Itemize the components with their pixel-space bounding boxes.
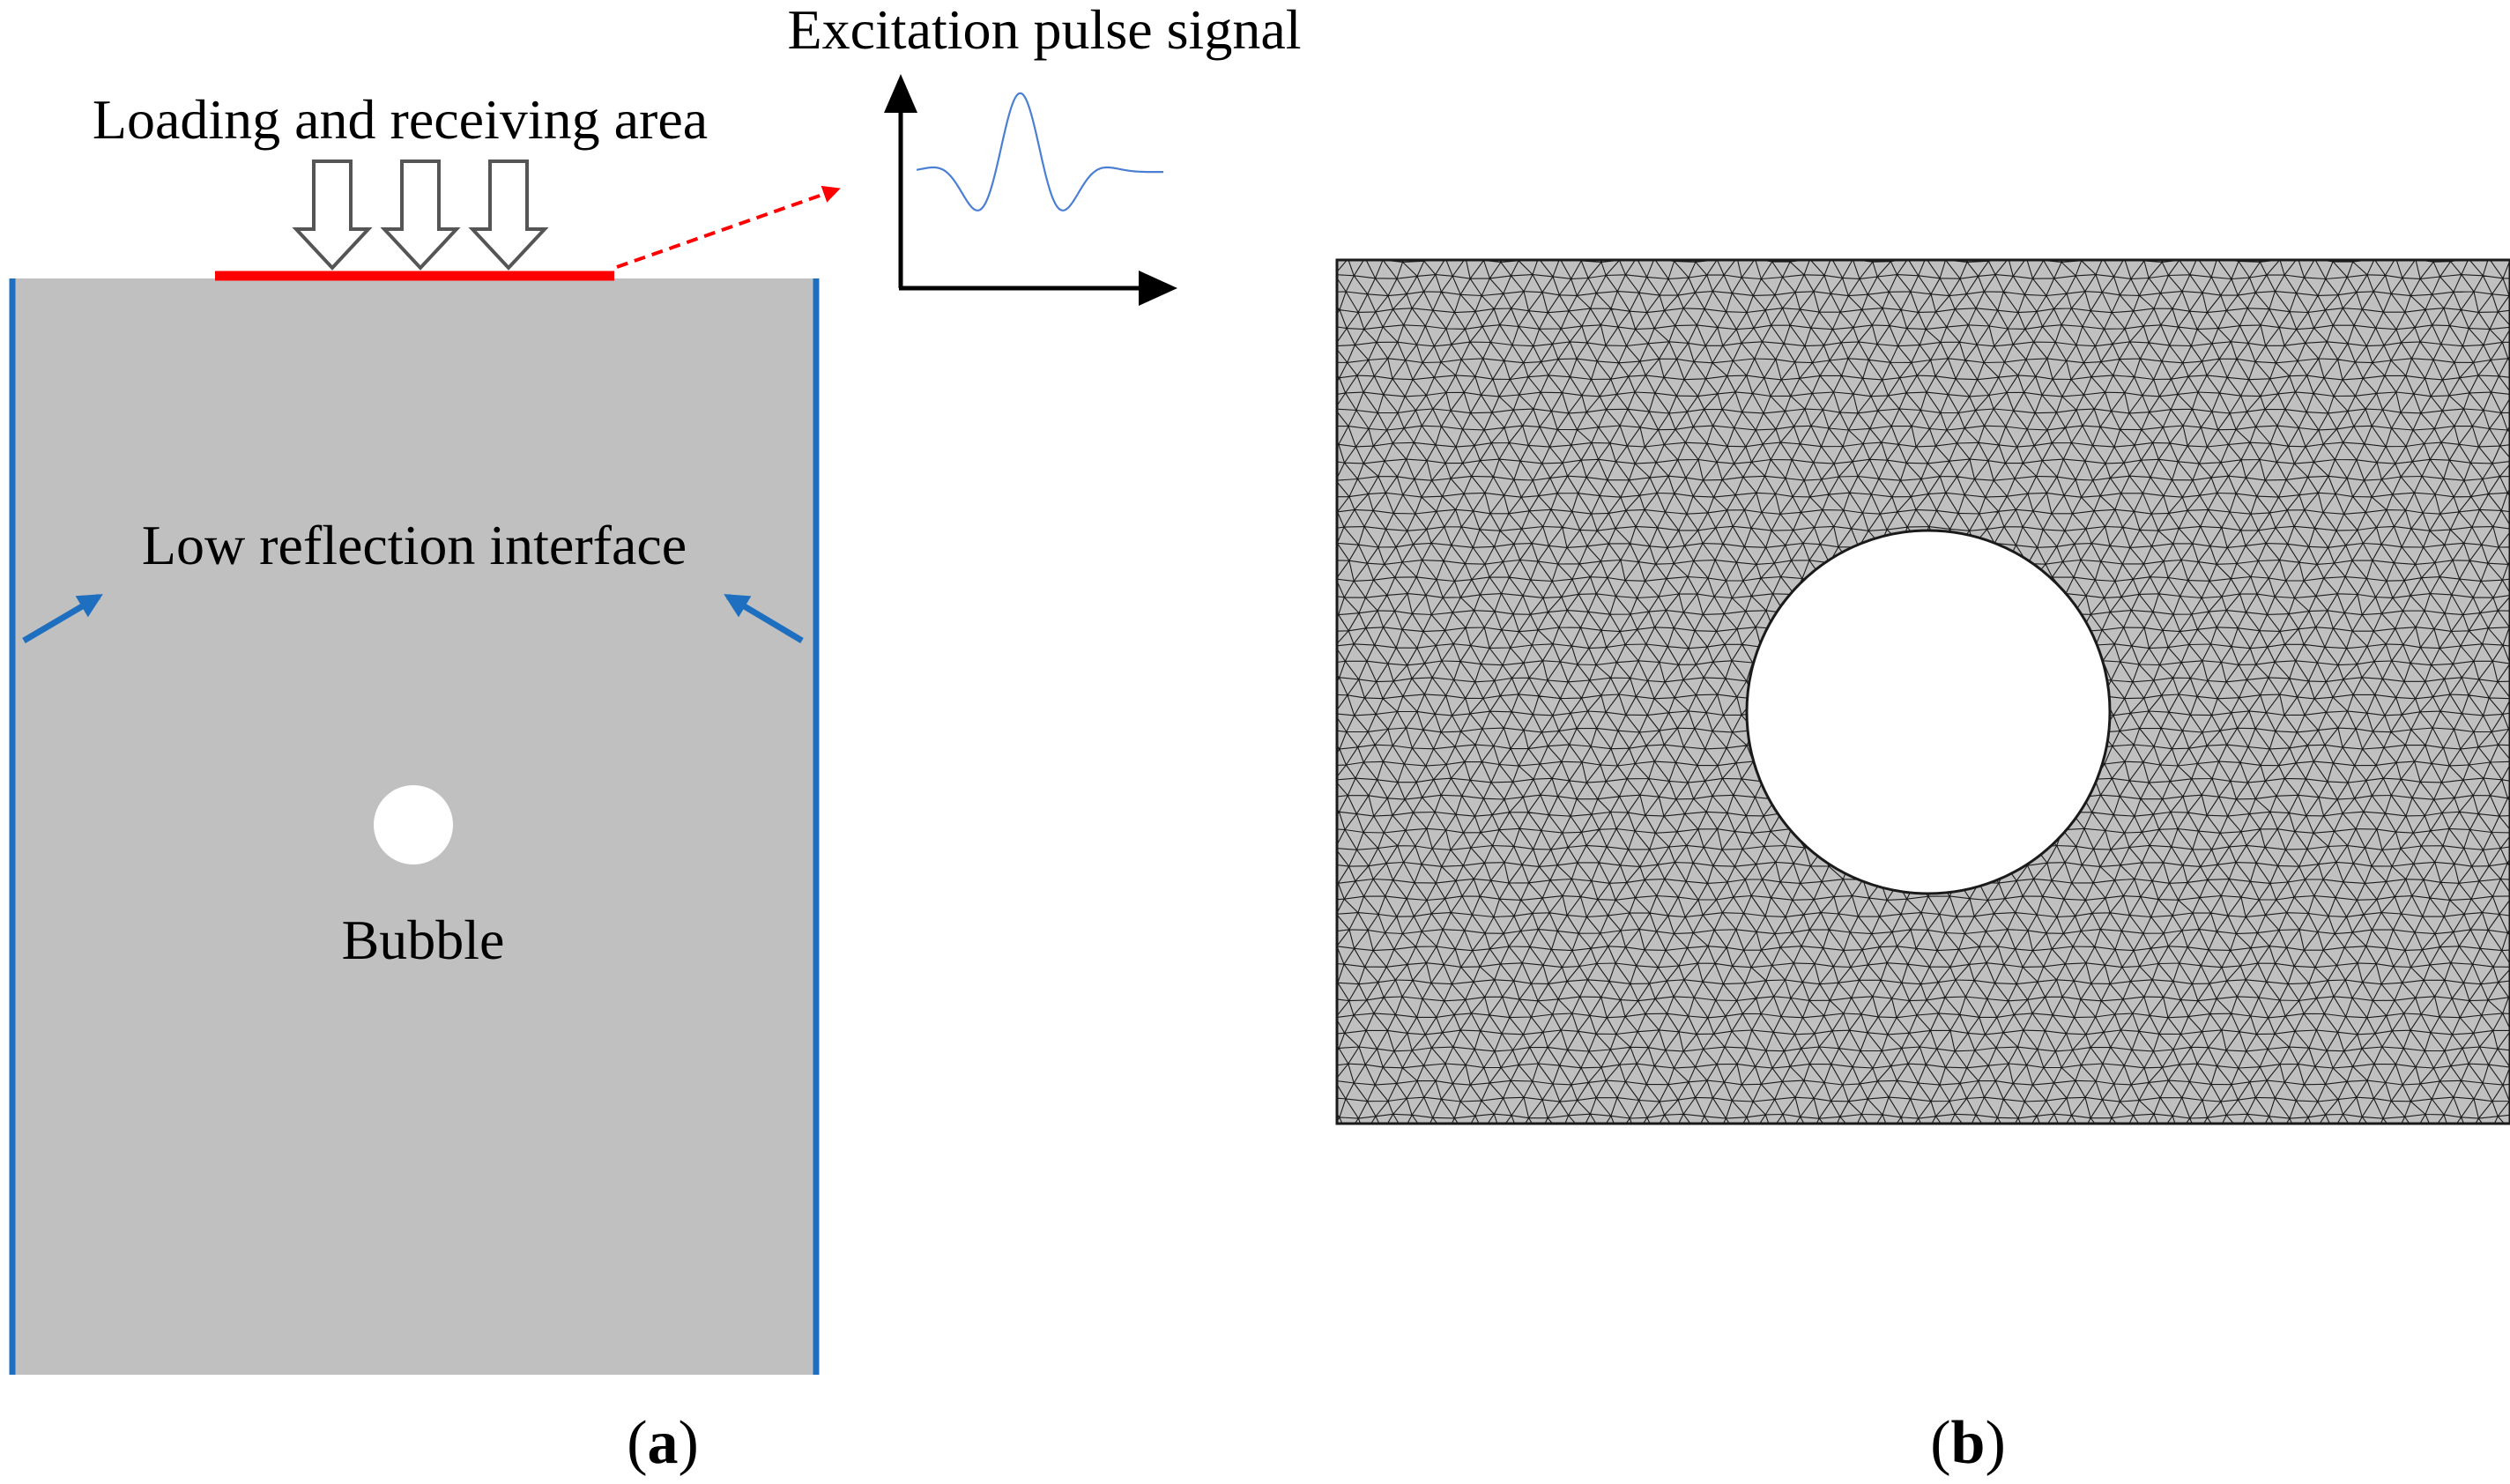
bubble-label: Bubble [342, 909, 505, 971]
left-interface-pointer [22, 593, 103, 644]
caption-open-paren: ( [627, 1409, 647, 1477]
caption-letter: b [1951, 1409, 1986, 1477]
bubble-circle [374, 785, 453, 864]
mesh-border [1335, 258, 2510, 1125]
signal-y-arrowhead-icon [884, 74, 917, 113]
excitation-pulse-label: Excitation pulse signal [788, 0, 1302, 61]
caption-letter: a [648, 1409, 679, 1477]
panel-a-caption: (a) [627, 1409, 699, 1477]
panel-a: Excitation pulse signal Loading and rece… [9, 0, 1302, 1477]
signal-x-arrowhead-icon [1139, 271, 1177, 306]
caption-open-paren: ( [1930, 1409, 1950, 1477]
excitation-pulse-curve [916, 92, 1163, 211]
loading-area-label: Loading and receiving area [93, 88, 708, 151]
load-arrows [292, 160, 549, 271]
signal-link-arrow [616, 185, 841, 269]
right-interface-pointer [724, 593, 804, 644]
mesh-bubble-hole [1745, 529, 2112, 895]
caption-close-paren: ) [1985, 1409, 2005, 1477]
load-arrow-icon [292, 160, 373, 271]
panel-b: (b) [1335, 258, 2510, 1477]
signal-inset [884, 74, 1177, 306]
panel-b-caption: (b) [1930, 1409, 2006, 1477]
load-arrow-icon [468, 160, 549, 271]
load-arrow-icon [380, 160, 461, 271]
interface-label: Low reflection interface [142, 514, 687, 576]
caption-close-paren: ) [679, 1409, 699, 1477]
